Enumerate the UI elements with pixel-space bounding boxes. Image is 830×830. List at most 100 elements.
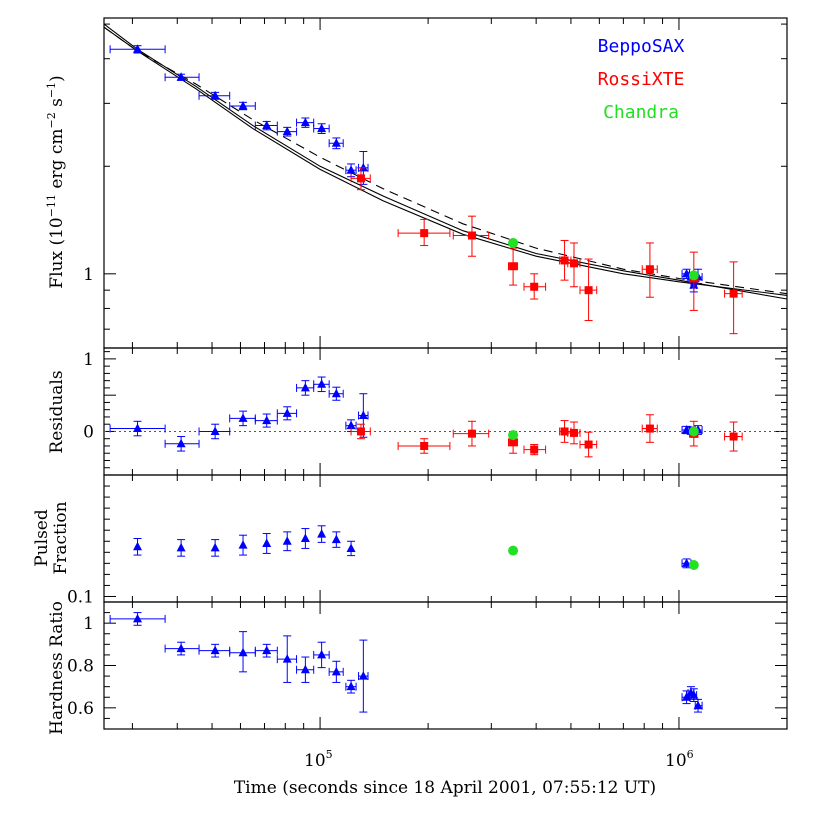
data-point-square xyxy=(560,427,569,436)
data-point-circle xyxy=(508,545,519,556)
data-point-triangle xyxy=(317,123,327,133)
data-point-triangle xyxy=(238,647,248,657)
hardness-ratio-y-axis-label: Hardness Ratio xyxy=(47,601,67,735)
y-tick-label: 0.6 xyxy=(67,699,94,719)
data-point-triangle xyxy=(133,613,143,623)
x-tick-label-1e6: 106 xyxy=(665,748,694,771)
data-point-circle xyxy=(688,560,699,571)
data-point-triangle xyxy=(331,138,341,147)
data-point-triangle xyxy=(331,666,341,676)
series-rossixte xyxy=(350,414,743,458)
data-point-triangle xyxy=(682,268,692,278)
data-point-triangle xyxy=(210,542,220,552)
data-point-triangle xyxy=(693,700,703,710)
data-point-square xyxy=(530,282,539,291)
data-point-triangle xyxy=(346,165,356,174)
y-tick-label: 0.1 xyxy=(67,587,94,607)
data-point-triangle xyxy=(282,126,292,136)
data-point-triangle xyxy=(262,415,272,425)
data-point-triangle xyxy=(282,536,292,545)
panel-frame xyxy=(103,474,788,603)
data-point-triangle xyxy=(689,690,699,699)
data-point-triangle xyxy=(262,538,272,547)
panel-frame xyxy=(103,347,788,476)
y-tick-label: 0.8 xyxy=(67,657,94,677)
data-point-triangle xyxy=(210,426,220,435)
data-point-triangle xyxy=(358,162,368,172)
data-point-triangle xyxy=(331,388,341,398)
series-rossixte xyxy=(350,167,743,335)
data-point-square xyxy=(645,265,654,274)
data-point-triangle xyxy=(282,654,292,663)
data-point-triangle xyxy=(176,72,186,81)
legend-bepposax: BeppoSAX xyxy=(598,36,685,57)
model-fit-line-1 xyxy=(103,23,788,300)
panel-frame xyxy=(103,601,788,730)
data-point-square xyxy=(729,432,738,441)
data-point-square xyxy=(584,440,593,449)
series-chandra xyxy=(508,545,699,571)
data-point-triangle xyxy=(300,117,310,127)
data-point-square xyxy=(645,424,654,433)
data-point-triangle xyxy=(358,671,368,680)
series-chandra xyxy=(508,426,699,441)
data-point-square xyxy=(729,289,738,298)
panel-frame xyxy=(103,17,788,349)
series-chandra xyxy=(508,237,699,281)
data-point-triangle xyxy=(346,420,356,430)
model-fit-line-3 xyxy=(103,26,788,295)
data-point-triangle xyxy=(331,534,341,544)
y-tick-label: 0 xyxy=(83,422,94,442)
data-point-triangle xyxy=(682,558,692,567)
data-point-square xyxy=(570,428,579,437)
data-point-square xyxy=(467,231,476,240)
panel-4: 1 0.8 0.6 xyxy=(67,601,788,730)
data-point-triangle xyxy=(133,423,143,433)
pulsed-fraction-y-axis-label-line1: Pulsed xyxy=(32,509,52,567)
data-point-triangle xyxy=(176,542,186,552)
data-point-square xyxy=(509,438,518,447)
data-point-triangle xyxy=(238,100,248,110)
data-point-square xyxy=(356,427,365,436)
y-tick-label: 1 xyxy=(83,350,94,370)
legend-chandra: Chandra xyxy=(603,102,679,123)
residuals-y-axis-label: Residuals xyxy=(47,370,67,453)
y-tick-label: 1 xyxy=(83,265,94,285)
data-point-triangle xyxy=(210,90,220,100)
data-point-triangle xyxy=(317,649,327,659)
model-fit-line-2 xyxy=(103,26,788,296)
data-point-triangle xyxy=(262,645,272,655)
data-point-triangle xyxy=(238,540,248,549)
data-point-triangle xyxy=(317,379,327,388)
x-tick-label-1e5: 105 xyxy=(304,748,333,771)
data-point-triangle xyxy=(300,664,310,674)
data-point-triangle xyxy=(133,541,143,551)
data-point-circle xyxy=(688,426,699,437)
data-point-triangle xyxy=(133,44,143,53)
data-point-triangle xyxy=(346,543,356,552)
panel-3: 0.1 xyxy=(67,474,788,607)
data-point-triangle xyxy=(262,120,272,130)
data-point-circle xyxy=(688,270,699,281)
data-point-triangle xyxy=(176,643,186,653)
data-point-triangle xyxy=(282,408,292,417)
data-point-triangle xyxy=(238,413,248,422)
flux-y-axis-label: Flux (10−11 erg cm−2 s−1) xyxy=(45,75,67,288)
data-point-square xyxy=(356,174,365,183)
data-point-circle xyxy=(508,430,519,441)
data-point-triangle xyxy=(300,382,310,392)
data-point-square xyxy=(420,229,429,238)
data-point-triangle xyxy=(176,438,186,448)
data-point-square xyxy=(420,441,429,450)
legend: BeppoSAX RossiXTE Chandra xyxy=(598,36,685,123)
series-bepposax xyxy=(109,612,703,713)
y-tick-label: 1 xyxy=(83,614,94,634)
data-point-square xyxy=(560,256,569,265)
pulsed-fraction-y-axis-label-line2: Fraction xyxy=(51,501,71,574)
x-axis-label: Time (seconds since 18 April 2001, 07:55… xyxy=(234,778,656,798)
data-point-triangle xyxy=(358,410,368,419)
legend-rossixte: RossiXTE xyxy=(598,69,685,90)
panel-2: 10 xyxy=(83,347,788,476)
data-point-square xyxy=(530,445,539,454)
